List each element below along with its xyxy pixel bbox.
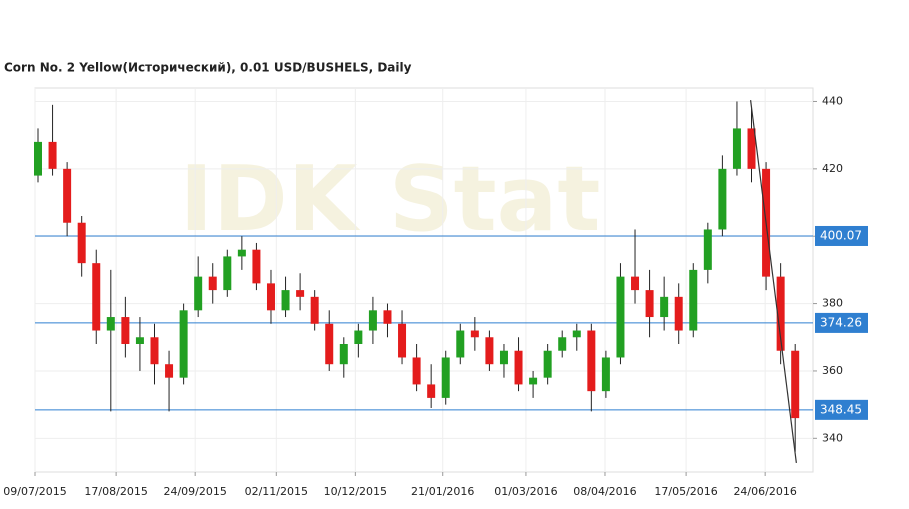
candle-body xyxy=(48,141,57,169)
candle-body xyxy=(689,269,698,331)
candle-body xyxy=(368,310,377,331)
level-label: 374.26 xyxy=(820,315,862,329)
candle-body xyxy=(674,296,683,331)
candle-body xyxy=(470,330,479,338)
x-tick-label: 02/11/2015 xyxy=(245,485,308,498)
candle-body xyxy=(529,377,538,385)
candle-body xyxy=(558,337,567,351)
y-tick-label: 440 xyxy=(822,94,843,107)
watermark: IDK Stat xyxy=(180,147,601,252)
level-label: 400.07 xyxy=(820,228,862,242)
candle-body xyxy=(63,168,72,223)
candle-body xyxy=(747,128,756,169)
candle-body xyxy=(703,229,712,270)
y-tick-label: 380 xyxy=(822,297,843,310)
candle-body xyxy=(776,276,785,351)
candle-body xyxy=(121,317,130,344)
x-tick-label: 09/07/2015 xyxy=(3,485,66,498)
candle-body xyxy=(631,276,640,291)
level-badge xyxy=(815,312,868,333)
candle-body xyxy=(456,330,465,358)
candle-body xyxy=(77,222,86,264)
candle-body xyxy=(165,364,174,378)
candle-body xyxy=(281,290,290,311)
candle-body xyxy=(398,323,407,358)
x-tick-label: 17/08/2015 xyxy=(84,485,147,498)
candle-body xyxy=(325,323,334,365)
y-tick-label: 420 xyxy=(822,162,843,175)
candle-body xyxy=(135,337,144,344)
candle-body xyxy=(441,357,450,398)
candle-body xyxy=(412,357,421,385)
x-tick-label: 01/03/2016 xyxy=(494,485,557,498)
candle-body xyxy=(179,310,188,378)
candle-body xyxy=(194,276,203,311)
candle-body xyxy=(237,249,246,257)
x-tick-label: 24/09/2015 xyxy=(163,485,226,498)
candle-body xyxy=(296,290,305,297)
candle-body xyxy=(499,350,508,365)
x-tick-label: 08/04/2016 xyxy=(573,485,636,498)
candle-body xyxy=(791,350,800,419)
candle-body xyxy=(106,317,115,331)
level-badge xyxy=(815,225,868,246)
y-tick-label: 360 xyxy=(822,364,843,377)
candle-body xyxy=(252,249,261,284)
trendline xyxy=(749,100,797,463)
x-tick-label: 17/05/2016 xyxy=(654,485,717,498)
candle-body xyxy=(572,330,581,338)
candle-body xyxy=(601,357,610,392)
candle-body xyxy=(587,330,596,392)
candle-body xyxy=(485,337,494,365)
level-badge xyxy=(815,399,868,420)
x-tick-label: 21/01/2016 xyxy=(411,485,474,498)
candle-body xyxy=(718,168,727,230)
candle-body xyxy=(208,276,217,291)
candle-body xyxy=(383,310,392,324)
candle-body xyxy=(660,296,669,318)
candle-body xyxy=(92,263,101,331)
candle-body xyxy=(732,128,741,169)
candle-body xyxy=(266,283,275,311)
candle-body xyxy=(310,296,319,324)
chart-title: Corn No. 2 Yellow(Исторический), 0.01 US… xyxy=(4,61,412,75)
y-tick-label: 340 xyxy=(822,431,843,444)
candle-body xyxy=(514,350,523,385)
level-label: 348.45 xyxy=(820,402,862,416)
candle-body xyxy=(150,337,159,365)
candle-body xyxy=(339,344,348,365)
candle-body xyxy=(354,330,363,344)
candle-body xyxy=(427,384,436,398)
candle-body xyxy=(645,290,654,318)
x-tick-label: 10/12/2015 xyxy=(324,485,387,498)
candle-body xyxy=(223,256,232,291)
candle-body xyxy=(543,350,552,378)
x-tick-label: 24/06/2016 xyxy=(733,485,796,498)
candle-body xyxy=(616,276,625,358)
candle-body xyxy=(34,141,42,176)
